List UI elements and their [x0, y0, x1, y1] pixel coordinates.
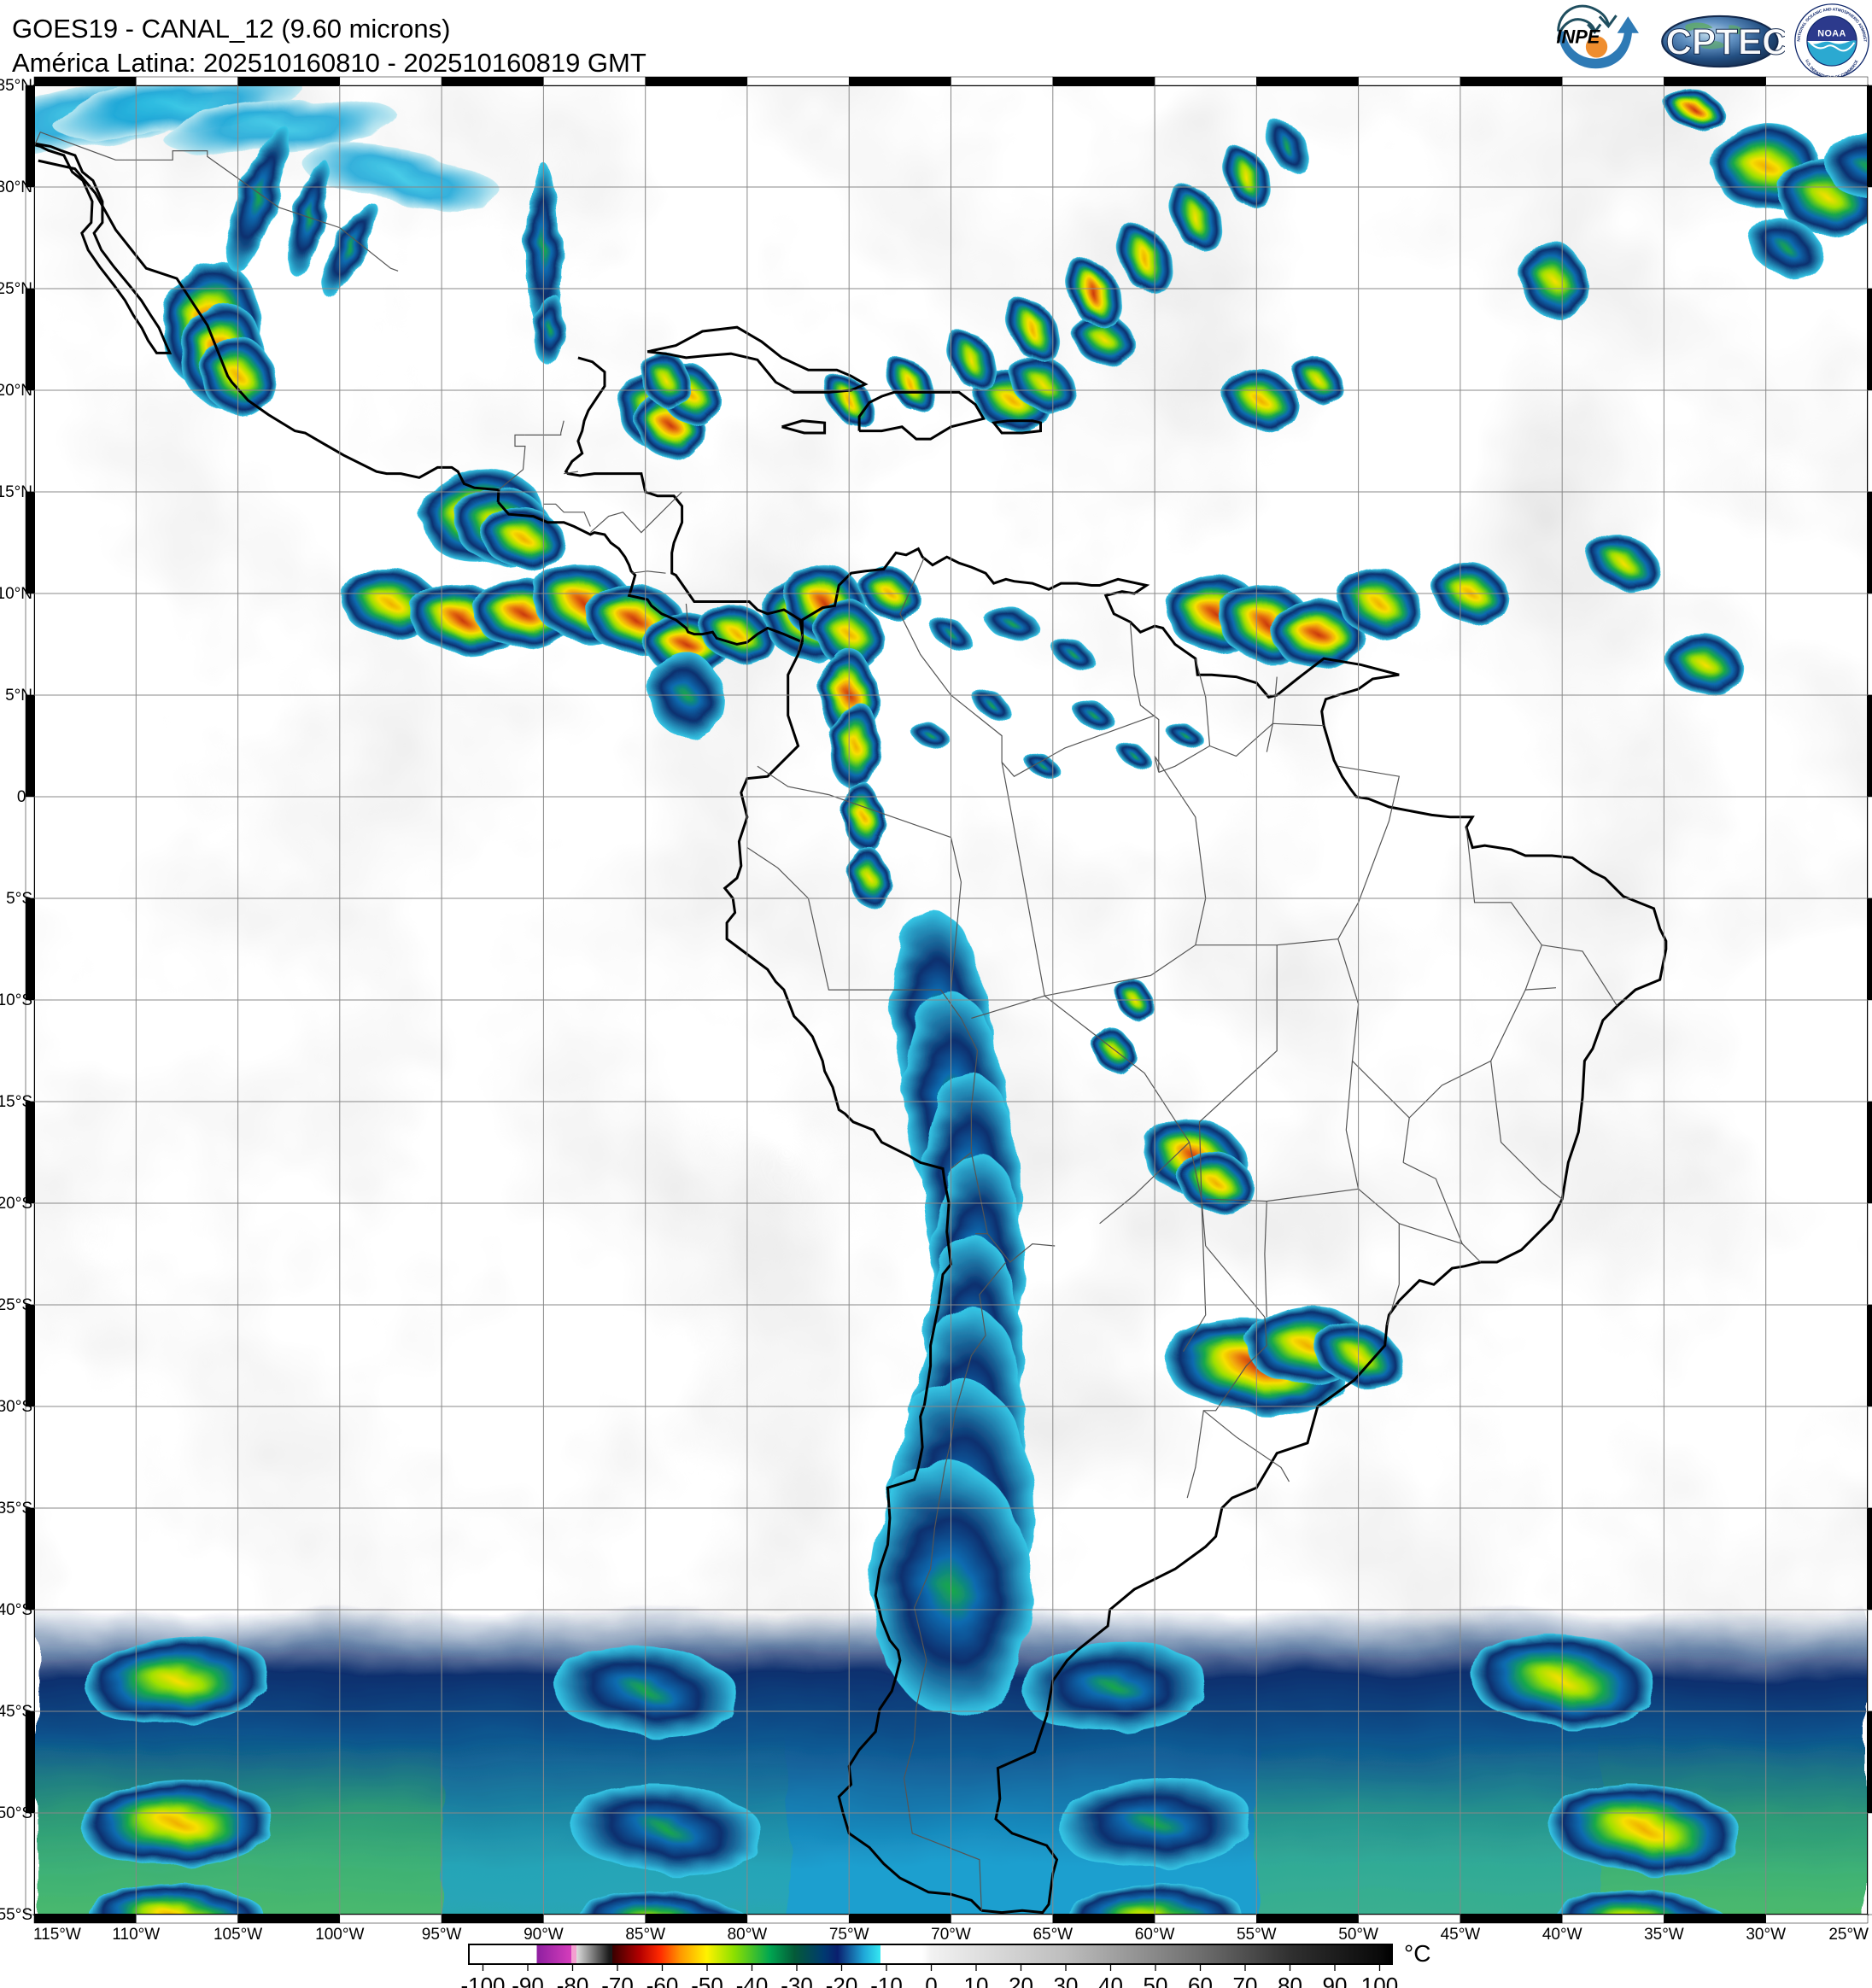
svg-text:-70: -70: [601, 1973, 634, 1988]
svg-text:-60: -60: [646, 1973, 679, 1988]
svg-text:°C: °C: [1404, 1940, 1430, 1967]
svg-text:40: 40: [1098, 1973, 1123, 1988]
svg-text:100: 100: [1361, 1973, 1398, 1988]
svg-text:-90: -90: [512, 1973, 544, 1988]
svg-text:10: 10: [964, 1973, 989, 1988]
svg-text:80: 80: [1278, 1973, 1302, 1988]
svg-text:-100: -100: [460, 1973, 505, 1988]
svg-text:-40: -40: [736, 1973, 769, 1988]
svg-text:50: 50: [1144, 1973, 1168, 1988]
svg-text:0: 0: [925, 1973, 937, 1988]
svg-text:60: 60: [1188, 1973, 1213, 1988]
svg-text:70: 70: [1233, 1973, 1258, 1988]
svg-text:-10: -10: [870, 1973, 903, 1988]
svg-text:-80: -80: [557, 1973, 589, 1988]
svg-text:20: 20: [1009, 1973, 1033, 1988]
svg-text:90: 90: [1323, 1973, 1348, 1988]
svg-text:-20: -20: [826, 1973, 858, 1988]
svg-text:30: 30: [1054, 1973, 1079, 1988]
svg-text:-30: -30: [781, 1973, 813, 1988]
svg-text:-50: -50: [691, 1973, 723, 1988]
